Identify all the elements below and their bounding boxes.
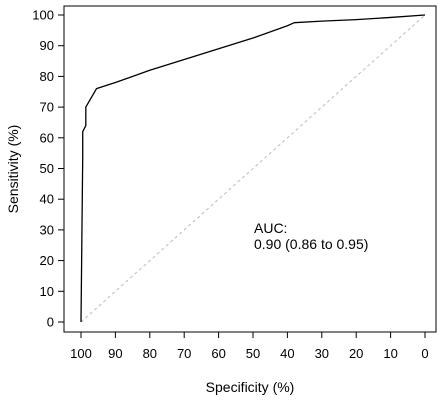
x-tick-label: 20 [349, 346, 363, 361]
y-tick-label: 100 [32, 8, 54, 23]
y-axis: 0 10 20 30 40 50 60 70 80 90 100 [32, 8, 64, 330]
y-tick-label: 60 [40, 130, 54, 145]
x-tick-label: 90 [108, 346, 122, 361]
y-tick-label: 80 [40, 69, 54, 84]
x-axis: 100 90 80 70 60 50 40 30 20 10 0 [70, 332, 429, 361]
y-tick-label: 0 [47, 315, 54, 330]
x-tick-label: 80 [143, 346, 157, 361]
y-tick-label: 30 [40, 222, 54, 237]
x-tick-label: 30 [315, 346, 329, 361]
auc-value: 0.90 (0.86 to 0.95) [254, 236, 368, 252]
y-tick-label: 20 [40, 253, 54, 268]
y-tick-label: 70 [40, 100, 54, 115]
y-tick-label: 50 [40, 161, 54, 176]
reference-diagonal-line [80, 14, 426, 323]
x-axis-title: Specificity (%) [206, 379, 295, 395]
x-tick-label: 0 [421, 346, 428, 361]
y-tick-label: 10 [40, 284, 54, 299]
x-tick-label: 100 [70, 346, 92, 361]
x-tick-label: 60 [211, 346, 225, 361]
roc-curve-line [80, 14, 426, 323]
y-axis-title: Sensitivity (%) [5, 125, 21, 214]
x-tick-label: 10 [383, 346, 397, 361]
series-layer [80, 14, 426, 323]
x-tick-label: 50 [246, 346, 260, 361]
x-tick-label: 40 [280, 346, 294, 361]
plot-frame [63, 5, 437, 333]
y-tick-label: 40 [40, 192, 54, 207]
x-tick-label: 70 [177, 346, 191, 361]
auc-label: AUC: [254, 220, 287, 236]
y-tick-label: 90 [40, 38, 54, 53]
